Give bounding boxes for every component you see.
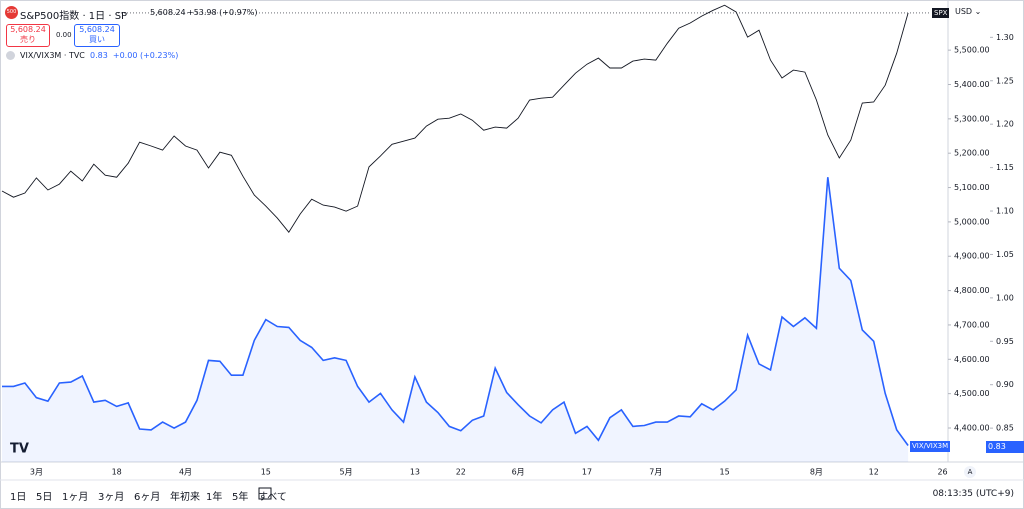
x-tick-label: 5月 [340,468,353,477]
y2-tick-label: 0.90 [996,380,1014,389]
y2-tick-label: 1.10 [996,207,1014,216]
x-tick-label: 26 [937,468,947,477]
range-button[interactable]: 5年 [232,492,249,503]
y-tick-label: 5,200.00 [954,149,990,158]
x-tick-label: 7月 [649,468,662,477]
change: +53.98 (+0.97%) [187,8,258,17]
range-button[interactable]: 6ヶ月 [134,492,161,503]
range-button[interactable]: 5日 [36,492,53,503]
symbol[interactable]: S&P500指数 · 1日 · SP [20,11,128,22]
x-tick-label: 4月 [179,468,192,477]
buy-label: 買い [89,35,105,44]
date-range-icon[interactable] [258,487,272,500]
y-tick-label: 5,000.00 [954,217,990,226]
x-tick-label: 15 [261,468,271,477]
auto-button-bg[interactable] [964,466,976,478]
overlay-icon [6,51,15,60]
symbol-logo: 500 [5,6,18,19]
x-tick-label: 3月 [30,468,43,477]
overlay-value: 0.83 [89,51,108,60]
y-tick-label: 4,500.00 [954,389,990,398]
y2-tick-label: 1.20 [996,120,1014,129]
y-tick-label: 4,900.00 [954,252,990,261]
range-button[interactable]: 1日 [10,492,27,503]
spread: 0.00 [56,31,72,39]
sell-price: 5,608.24 [10,25,46,34]
x-tick-label: 13 [410,468,420,477]
y-tick-label: 5,500.00 [954,46,990,55]
area [2,177,909,462]
overlay-tag-value: 0.83 [986,441,1024,453]
clock: 08:13:35 (UTC+9) [932,489,1014,499]
overlay-change: +0.00 (+0.23%) [112,51,179,60]
x-tick-label: 18 [112,468,122,477]
y2-tick-label: 0.95 [996,337,1014,346]
y-tick-label: 4,400.00 [954,423,990,432]
y2-tick-label: 1.25 [996,76,1014,85]
range-button[interactable]: 3ヶ月 [98,492,125,503]
y-tick-label: 5,300.00 [954,114,990,123]
x-tick-label: 17 [582,468,592,477]
price: 5,608.24 [150,8,186,17]
y2-tick-label: 1.15 [996,163,1014,172]
x-tick-label: 6月 [512,468,525,477]
auto-button[interactable]: A [968,468,973,476]
range-button[interactable]: すべて [258,492,287,503]
line [2,177,909,446]
currency[interactable]: USD ⌄ [955,7,982,16]
line [1,4,909,233]
legend-entry: VIX/VIX3M · TVC [20,51,85,60]
range-button[interactable]: 1年 [206,492,223,503]
x-tick-label: 12 [869,468,879,477]
y2-tick-label: 1.05 [996,250,1014,259]
sell-label: 売り [20,35,36,44]
sell-button[interactable]: 5,608.24 売り [6,24,50,47]
tv-logo: TV [10,442,29,457]
x-tick-label: 15 [720,468,730,477]
y2-tick-label: 1.30 [996,33,1014,42]
y-tick-label: 4,800.00 [954,286,990,295]
buy-price: 5,608.24 [79,25,115,34]
currency-label: USD [955,7,973,16]
range-button[interactable]: 1ヶ月 [62,492,89,503]
range-button[interactable]: 年初来 [170,492,200,503]
y2-tick-label: 1.00 [996,293,1014,302]
y-tick-label: 4,600.00 [954,355,990,364]
x-tick-label: 22 [456,468,466,477]
y-tick-label: 4,700.00 [954,320,990,329]
price-tag: SPX [932,8,950,18]
legend: VIX/VIX3M · TVC 0.83 +0.00 (+0.23%) [20,51,178,60]
x-tick-label: 8月 [810,468,823,477]
y-tick-label: 5,100.00 [954,183,990,192]
overlay-tag: VIX/VIX3M [910,441,951,452]
buy-button[interactable]: 5,608.24 買い [74,24,120,47]
y2-tick-label: 0.85 [996,424,1014,433]
y-tick-label: 5,400.00 [954,80,990,89]
